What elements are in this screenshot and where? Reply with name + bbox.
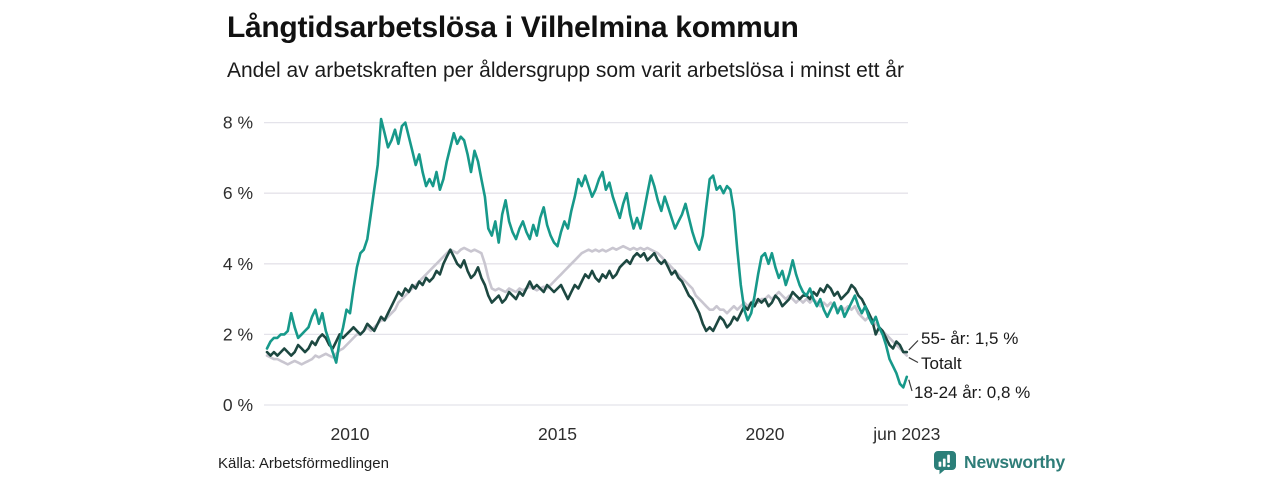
y-tick-label: 0 % <box>223 395 253 415</box>
series-line-18-24-r <box>265 117 909 389</box>
page-title: Långtidsarbetslösa i Vilhelmina kommun <box>227 11 799 44</box>
series-end-label-18-24: 18-24 år: 0,8 % <box>914 383 1031 402</box>
newsworthy-logo-icon <box>933 450 957 475</box>
series-end-label-totalt: Totalt <box>921 354 962 373</box>
end-label-connector <box>908 340 919 351</box>
x-tick-label: jun 2023 <box>872 424 940 444</box>
y-tick-label: 4 % <box>223 254 253 274</box>
series-line-55-r <box>265 248 909 357</box>
series-end-label-55: 55- år: 1,5 % <box>921 329 1019 348</box>
y-tick-label: 2 % <box>223 324 253 344</box>
chart-subtitle: Andel av arbetskraften per åldersgrupp s… <box>227 59 904 82</box>
brand-logo-link[interactable]: Newsworthy <box>933 450 1065 475</box>
end-label-connector <box>908 357 919 364</box>
y-tick-label: 6 % <box>223 183 253 203</box>
end-label-connector <box>908 379 913 392</box>
x-tick-label: 2015 <box>538 424 577 444</box>
x-tick-label: 2020 <box>746 424 785 444</box>
y-tick-label: 8 % <box>223 113 253 133</box>
x-tick-label: 2010 <box>331 424 370 444</box>
brand-logo-text: Newsworthy <box>964 452 1066 472</box>
source-label: Källa: Arbetsförmedlingen <box>218 455 389 472</box>
